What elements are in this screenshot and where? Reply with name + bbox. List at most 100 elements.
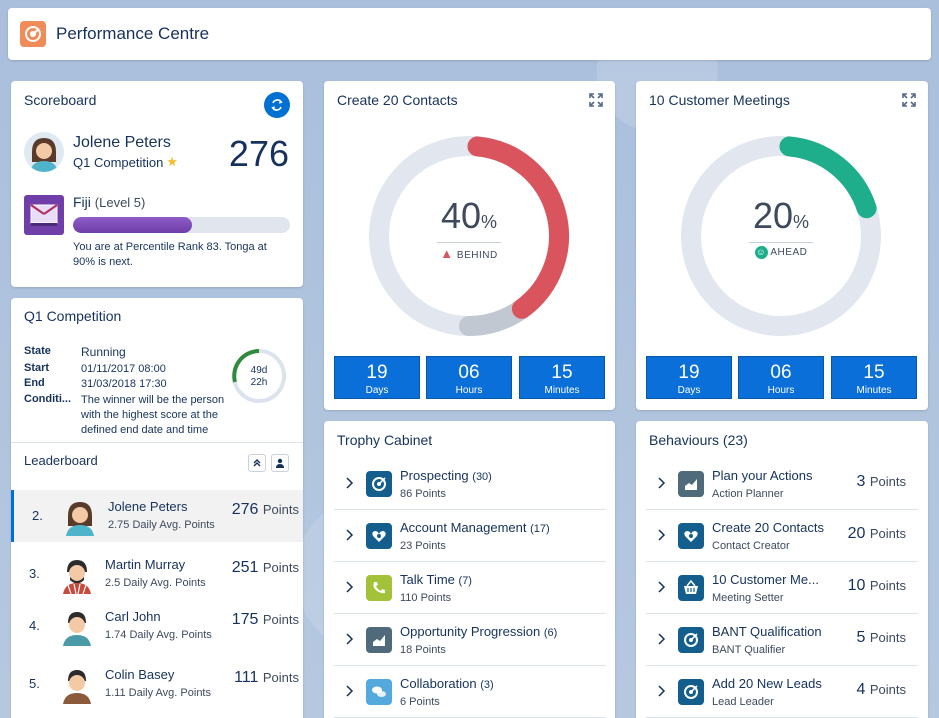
leaderboard-points: 111 Points — [234, 669, 299, 686]
behaviour-item[interactable]: Create 20 Contacts Contact Creator 20 Poin… — [646, 510, 918, 562]
trophy-points: 23 Points — [400, 540, 446, 552]
leaderboard-rank: 3. — [29, 566, 40, 581]
user-filter-button[interactable] — [271, 454, 289, 472]
chevron-right-icon — [658, 685, 666, 697]
leaderboard-rank: 5. — [29, 676, 40, 691]
competition-card: Q1 Competition State Running Start 01/11… — [11, 298, 303, 718]
leaderboard-row[interactable]: 5. Colin Basey 1.11 Daily Avg. Points 11… — [11, 658, 303, 710]
behaviour-badge: BANT Qualifier — [712, 644, 786, 656]
goal-divider — [437, 242, 501, 243]
contact-card-icon — [366, 523, 392, 549]
behaviour-badge: Meeting Setter — [712, 592, 784, 604]
behaviours-title: Behaviours (23) — [649, 432, 748, 448]
countdown-days: 19 Days — [646, 356, 732, 399]
behaviour-badge: Action Planner — [712, 488, 784, 500]
level-progress-bar — [73, 217, 290, 233]
chevron-right-icon — [346, 529, 354, 541]
behaviour-item[interactable]: Add 20 New Leads Lead Leader 4 Points — [646, 666, 918, 718]
trophy-points: 110 Points — [400, 592, 452, 604]
scoreboard-title: Scoreboard — [24, 92, 97, 108]
competition-label-row: Q1 Competition ★ — [73, 154, 178, 170]
behaviour-points: 3 Points — [856, 473, 907, 490]
behaviour-points: 20 Points — [847, 525, 906, 542]
level-label-row: Fiji (Level 5) — [73, 194, 145, 210]
leaderboard-row[interactable]: 4. Carl John 1.74 Daily Avg. Points 175 … — [11, 600, 303, 652]
leaderboard-name: Jolene Peters — [108, 499, 188, 514]
leaderboard-name: Colin Basey — [105, 667, 175, 682]
leaderboard-avg: 2.5 Daily Avg. Points — [105, 577, 206, 589]
chevron-right-icon — [346, 477, 354, 489]
behaviour-points: 4 Points — [856, 681, 907, 698]
scoreboard-card: Scoreboard Jolene Peters Q1 Competition … — [11, 81, 303, 287]
leaderboard-avg: 1.74 Daily Avg. Points — [105, 629, 212, 641]
expand-icon[interactable] — [589, 93, 603, 107]
trophy-item[interactable]: Collaboration (3) 6 Points — [334, 666, 606, 718]
star-icon: ★ — [166, 154, 178, 169]
target-icon — [678, 679, 704, 705]
trophy-points: 86 Points — [400, 488, 446, 500]
trophy-title: Trophy Cabinet — [337, 432, 433, 448]
leaderboard-row[interactable]: 3. Martin Murray 2.5 Daily Avg. Points 2… — [11, 548, 303, 600]
behaviour-name: 10 Customer Me... — [712, 572, 819, 587]
level-badge-icon — [24, 195, 64, 235]
expand-icon[interactable] — [902, 93, 916, 107]
behaviours-card: Behaviours (23) Plan your Actions Action … — [636, 421, 928, 718]
phone-icon — [366, 575, 392, 601]
total-score: 276 — [228, 133, 289, 174]
trophy-item[interactable]: Prospecting (30) 86 Points — [334, 458, 606, 510]
chevron-right-icon — [346, 685, 354, 697]
target-icon — [678, 627, 704, 653]
leaderboard-points: 276 Points — [231, 501, 299, 518]
basket-icon — [678, 575, 704, 601]
conditions-key: Conditi... — [24, 393, 72, 405]
chevron-right-icon — [658, 477, 666, 489]
goal-status: ▲ BEHIND — [440, 246, 498, 261]
countdown-days: 19 Days — [334, 356, 420, 399]
goal-title: 10 Customer Meetings — [649, 92, 790, 108]
leaderboard-rank: 4. — [29, 618, 40, 633]
behaviour-item[interactable]: Plan your Actions Action Planner 3 Points — [646, 458, 918, 510]
performance-app-icon — [20, 21, 46, 47]
chevron-right-icon — [346, 581, 354, 593]
trophy-name: Talk Time (7) — [400, 572, 472, 587]
competition-title: Q1 Competition — [24, 308, 122, 324]
leaderboard-row[interactable]: 2. Jolene Peters 2.75 Daily Avg. Points … — [11, 490, 303, 542]
app-header: Performance Centre — [8, 8, 931, 60]
trophy-name: Opportunity Progression (6) — [400, 624, 558, 639]
ring-hours: 22h — [250, 377, 268, 388]
collapse-button[interactable] — [248, 454, 266, 472]
chart-icon — [366, 627, 392, 653]
behaviour-name: BANT Qualification — [712, 624, 822, 639]
trophy-item[interactable]: Talk Time (7) 110 Points — [334, 562, 606, 614]
countdown-minutes: 15 Minutes — [831, 356, 917, 399]
time-remaining-ring: 49d 22h — [231, 348, 287, 404]
trophy-points: 6 Points — [400, 696, 440, 708]
level-number: (Level 5) — [94, 195, 146, 210]
user-name: Jolene Peters — [73, 134, 171, 151]
behaviour-item[interactable]: 10 Customer Me... Meeting Setter 10 Points — [646, 562, 918, 614]
trophy-item[interactable]: Account Management (17) 23 Points — [334, 510, 606, 562]
behaviour-item[interactable]: BANT Qualification BANT Qualifier 5 Points — [646, 614, 918, 666]
leaderboard-name: Carl John — [105, 609, 161, 624]
leaderboard-title: Leaderboard — [24, 453, 98, 468]
goal-card-contacts: Create 20 Contacts 40% ▲ BEHIND 19 Days 0… — [324, 81, 615, 410]
behaviour-badge: Contact Creator — [712, 540, 790, 552]
trophy-name: Account Management (17) — [400, 520, 550, 535]
behaviour-name: Plan your Actions — [712, 468, 813, 483]
leaderboard-avg: 2.75 Daily Avg. Points — [108, 519, 215, 531]
countdown-hours: 06 Hours — [738, 356, 824, 399]
refresh-icon — [271, 99, 283, 111]
divider — [11, 442, 303, 443]
trophy-name: Collaboration (3) — [400, 676, 494, 691]
conditions-value: The winner will be the person with the h… — [81, 394, 225, 436]
trophy-item[interactable]: Opportunity Progression (6) 18 Points — [334, 614, 606, 666]
user-avatar — [24, 132, 64, 172]
trophy-cabinet-card: Trophy Cabinet Prospecting (30) 86 Points… — [324, 421, 615, 718]
refresh-button[interactable] — [264, 92, 290, 118]
target-icon — [366, 471, 392, 497]
countdown-minutes: 15 Minutes — [519, 356, 605, 399]
goal-gauge: 40% ▲ BEHIND — [364, 131, 574, 341]
start-row: Start 01/11/2017 08:00 — [24, 362, 226, 377]
warning-icon: ▲ — [440, 246, 454, 261]
trophy-name: Prospecting (30) — [400, 468, 492, 483]
